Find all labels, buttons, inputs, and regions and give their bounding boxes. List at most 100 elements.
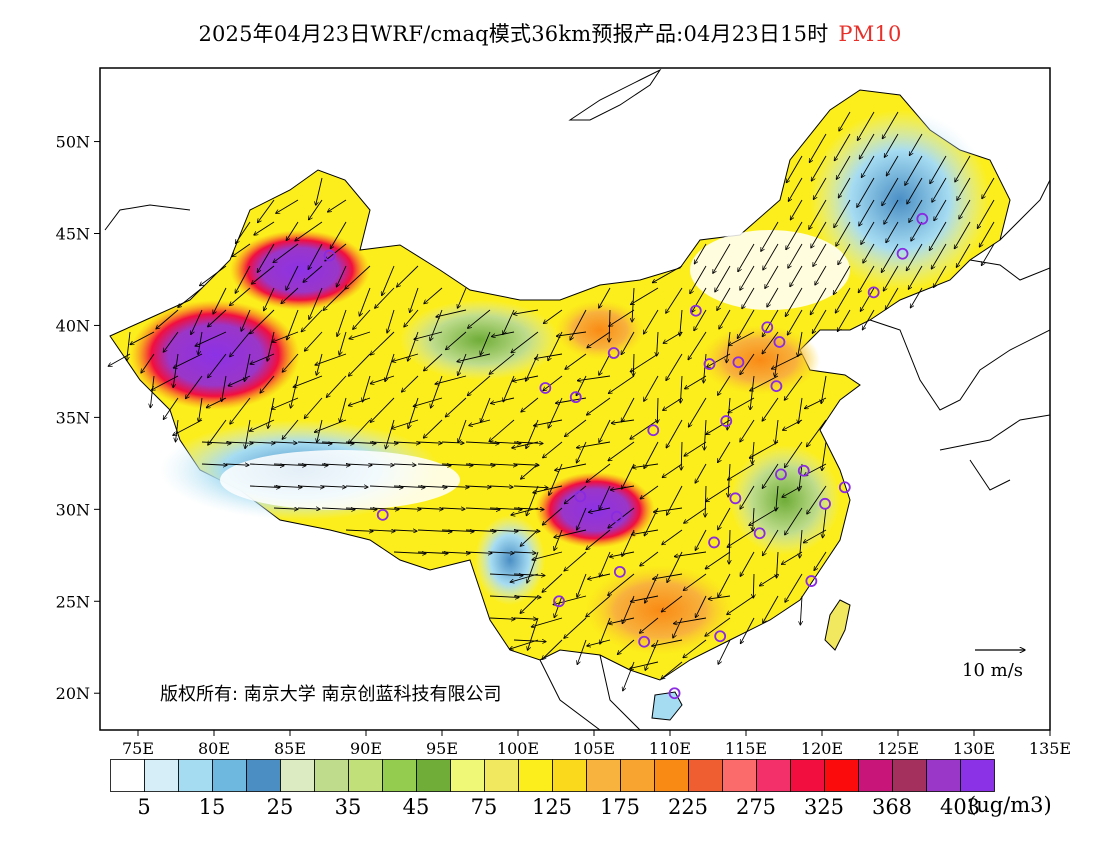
wind-arrow	[382, 265, 395, 296]
legend-label: 175	[600, 795, 640, 819]
pollutant-label: PM10	[838, 22, 902, 46]
wind-arrow	[297, 464, 328, 465]
wind-arrow	[369, 442, 398, 443]
station-marker	[916, 212, 929, 225]
pm-green-gansu	[400, 300, 560, 380]
wind-arrow	[556, 331, 587, 336]
copyright-notice: 版权所有: 南京大学 南京创蓝科技有限公司	[160, 684, 502, 705]
wind-arrow	[553, 595, 587, 605]
wind-arrow	[570, 309, 587, 340]
wind-arrow	[130, 331, 155, 345]
wind-arrow	[441, 552, 470, 553]
wind-arrow	[249, 442, 275, 443]
wind-arrow	[821, 375, 827, 404]
legend-label: 368	[872, 795, 912, 819]
wind-arrow	[599, 287, 611, 308]
wind-arrow	[886, 221, 899, 243]
wind-arrow	[481, 397, 491, 422]
wind-arrow	[435, 375, 467, 384]
wind-arrow	[513, 618, 537, 619]
wind-arrow	[834, 133, 851, 161]
station-marker	[732, 356, 745, 369]
wind-arrow	[417, 508, 443, 509]
wind-arrow	[316, 177, 323, 205]
wind-arrow	[235, 221, 251, 244]
wind-arrow	[282, 419, 299, 439]
wind-arrow	[349, 331, 371, 339]
legend-swatch	[450, 759, 485, 792]
wind-arrow	[362, 375, 371, 402]
wind-arrow	[401, 375, 419, 392]
pm-purple-tarim	[130, 300, 300, 410]
wind-arrow	[431, 375, 443, 408]
pm-white-northeast	[690, 230, 850, 310]
lon-tick-label: 90E	[350, 739, 382, 758]
wind-arrow	[610, 485, 635, 490]
wind-arrow	[228, 375, 251, 386]
wind-arrow	[489, 353, 515, 374]
wind-arrow	[788, 177, 803, 201]
lon-tick-label: 75E	[122, 739, 154, 758]
map-title: 2025年04月23日WRF/cmaq模式36km预报产品:04月23日15时 P…	[0, 18, 1100, 48]
legend-label: 15	[199, 795, 226, 819]
wind-arrow	[178, 287, 203, 307]
wind-arrow	[982, 177, 995, 199]
wind-arrow	[674, 551, 707, 557]
wind-arrow	[509, 639, 539, 649]
wind-arrow	[339, 331, 347, 355]
axis-layer: 75E 80E 85E 90E 95E 100E 105E 110E 115E 120E 125E 1…	[56, 133, 1071, 758]
lat-tick-label: 25N	[56, 592, 90, 611]
wind-arrow	[232, 243, 251, 257]
wind-arrow	[554, 529, 563, 550]
wind-arrow	[489, 442, 521, 444]
wind-arrow	[727, 397, 731, 430]
wind-arrow	[250, 309, 275, 334]
wind-arrow	[375, 287, 395, 308]
wind-arrow	[387, 309, 395, 333]
wind-arrow	[666, 287, 683, 313]
legend-swatch	[416, 759, 451, 792]
wind-arrow	[798, 331, 803, 357]
legend-label: 35	[335, 795, 362, 819]
wind-arrow	[208, 309, 227, 327]
wind-arrow	[225, 464, 249, 465]
lon-tick-label: 115E	[725, 739, 767, 758]
legend-swatch	[824, 759, 859, 792]
wind-arrow	[271, 397, 299, 409]
wind-arrow	[861, 155, 875, 178]
wind-arrow	[673, 617, 683, 638]
station-marker	[773, 336, 786, 348]
wind-arrow	[690, 265, 707, 294]
station-marker	[323, 249, 336, 262]
pm-orange-north	[700, 325, 820, 395]
indochina-coast	[539, 654, 641, 730]
wind-arrow	[718, 375, 731, 395]
wind-arrow	[577, 375, 611, 381]
wind-arrow	[245, 419, 251, 449]
wind-arrow	[653, 507, 683, 512]
wind-arrow	[543, 375, 563, 391]
wind-arrow	[254, 221, 275, 235]
station-marker	[714, 630, 727, 643]
legend-swatch	[110, 759, 145, 792]
wind-arrow	[771, 353, 803, 369]
station-marker	[838, 481, 851, 494]
wind-arrow	[369, 508, 399, 509]
wind-arrow	[489, 508, 522, 510]
wind-arrow	[684, 507, 707, 523]
wind-arrow	[815, 265, 827, 285]
wind-arrow	[446, 331, 467, 350]
wind-arrow	[783, 419, 803, 430]
wind-arrow	[740, 551, 755, 576]
wind-arrow	[348, 353, 371, 376]
wind-arrow	[786, 221, 803, 250]
wind-arrow	[695, 529, 707, 550]
wind-arrow	[436, 309, 467, 317]
station-marker	[569, 391, 582, 404]
wind-arrow	[417, 486, 447, 487]
wind-arrow	[955, 155, 971, 182]
wind-arrow	[834, 199, 851, 228]
wind-arrow	[258, 199, 275, 223]
wind-arrow	[151, 375, 179, 390]
wind-arrow	[809, 199, 827, 229]
